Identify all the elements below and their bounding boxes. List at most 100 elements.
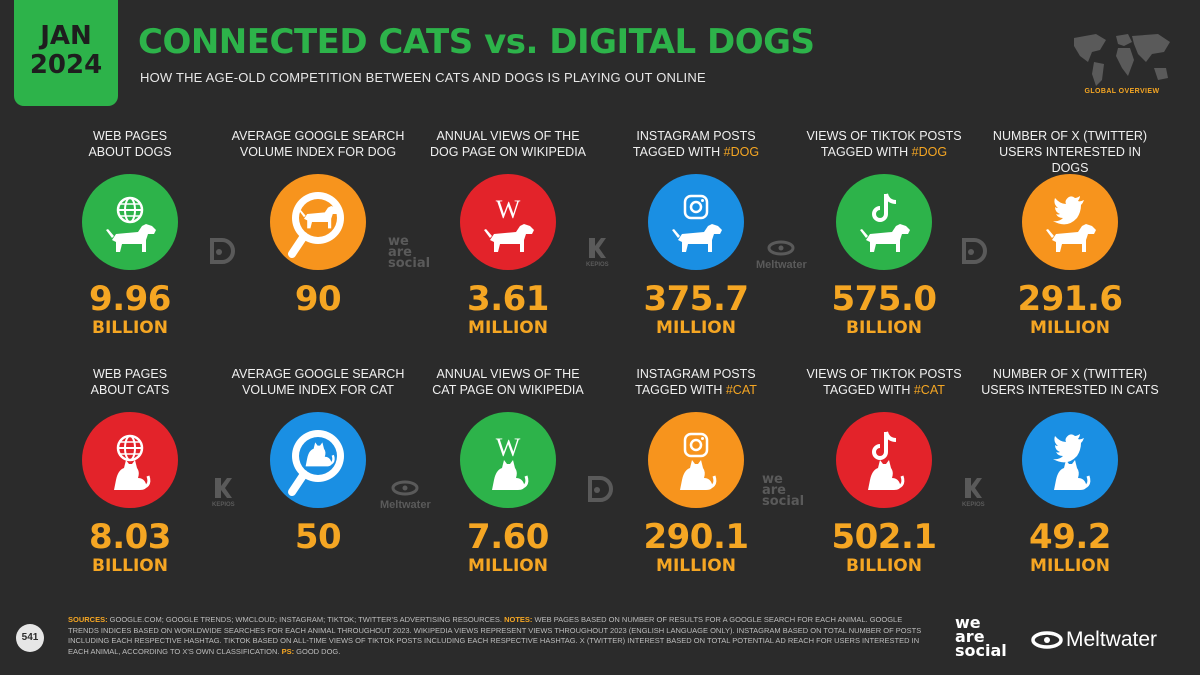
tiktok-cat-icon bbox=[868, 431, 905, 490]
stat-icon-circle bbox=[648, 174, 744, 270]
stat-unit: BILLION bbox=[92, 556, 168, 576]
dog-stat-card: WEB PAGES ABOUT DOGS 9.96 BILLION bbox=[40, 128, 220, 338]
magnifier-cat-icon bbox=[288, 430, 344, 496]
cat-stat-card: INSTAGRAM POSTS TAGGED WITH #CAT 290.1 MILL… bbox=[606, 366, 786, 576]
kepios-icon bbox=[965, 478, 983, 498]
stat-icon-circle bbox=[82, 412, 178, 508]
stat-label-text: TAGGED WITH bbox=[635, 383, 726, 397]
stat-label-line1: ANNUAL VIEWS OF THE bbox=[436, 129, 580, 143]
twitter-cat-icon bbox=[1053, 434, 1091, 490]
stat-label-text: VOLUME INDEX FOR CAT bbox=[242, 383, 394, 397]
page-title: CONNECTED CATS vs. DIGITAL DOGS bbox=[138, 22, 815, 62]
date-badge: JAN 2024 bbox=[14, 0, 118, 106]
badge-year: 2024 bbox=[29, 50, 103, 80]
stat-icon-circle bbox=[1022, 174, 1118, 270]
stat-hashtag: #CAT bbox=[913, 383, 945, 397]
meltwater-watermark: Meltwater bbox=[756, 240, 807, 271]
wikipedia-cat-icon: W bbox=[492, 433, 529, 490]
stat-label: INSTAGRAM POSTS TAGGED WITH #CAT bbox=[606, 366, 786, 400]
sources-text: GOOGLE.COM; GOOGLE TRENDS; WMCLOUD; INST… bbox=[107, 615, 505, 624]
stat-label-line2: TAGGED WITH #DOG bbox=[606, 144, 786, 160]
stat-label: ANNUAL VIEWS OF THE CAT PAGE ON WIKIPEDIA bbox=[418, 366, 598, 400]
stat-label: ANNUAL VIEWS OF THE DOG PAGE ON WIKIPEDIA bbox=[418, 128, 598, 162]
stat-unit: MILLION bbox=[468, 318, 548, 338]
stat-label: NUMBER OF X (TWITTER) USERS INTERESTED IN… bbox=[980, 366, 1160, 400]
cat-stat-card: VIEWS OF TIKTOK POSTS TAGGED WITH #CAT 502… bbox=[794, 366, 974, 576]
wm-are: are bbox=[762, 483, 787, 498]
stat-unit: BILLION bbox=[846, 318, 922, 338]
logo-are: are bbox=[955, 627, 985, 646]
stat-label-text: TAGGED WITH bbox=[823, 383, 914, 397]
stat-icon-circle bbox=[648, 412, 744, 508]
stat-label-line1: WEB PAGES bbox=[92, 367, 168, 381]
cat-stat-card: WEB PAGES ABOUT CATS 8.03 BILLION bbox=[40, 366, 220, 576]
stat-icon-circle: W bbox=[460, 174, 556, 270]
datareportal-watermark-icon bbox=[208, 236, 238, 271]
stat-label: WEB PAGES ABOUT DOGS bbox=[40, 128, 220, 162]
meltwater-icon bbox=[391, 480, 419, 496]
stat-label-line1: VIEWS OF TIKTOK POSTS bbox=[806, 129, 962, 143]
stat-label-line1: AVERAGE GOOGLE SEARCH bbox=[231, 367, 405, 381]
wm-kepios: KEPIOS bbox=[212, 502, 235, 508]
stat-label-line2: VOLUME INDEX FOR CAT bbox=[228, 382, 408, 398]
stat-label-text: TAGGED WITH bbox=[632, 145, 724, 159]
stat-icon-circle bbox=[836, 412, 932, 508]
wm-are: are bbox=[388, 245, 413, 260]
stat-unit: MILLION bbox=[656, 556, 736, 576]
kepios-watermark: KEPIOS bbox=[962, 476, 985, 508]
meltwater-watermark: Meltwater bbox=[380, 480, 431, 511]
stat-hashtag: #DOG bbox=[911, 145, 948, 159]
stat-value: 50 bbox=[294, 517, 342, 557]
wm-kepios: KEPIOS bbox=[962, 502, 985, 508]
stat-label-line2: USERS INTERESTED IN DOGS bbox=[980, 144, 1160, 176]
stat-value: 575.0 bbox=[831, 279, 937, 319]
ps-label: PS: bbox=[281, 646, 295, 656]
world-map-icon bbox=[1074, 34, 1170, 86]
sources-label: SOURCES: bbox=[68, 615, 108, 624]
stat-value: 49.2 bbox=[1029, 517, 1111, 557]
meltwater-logo: Meltwater bbox=[1030, 628, 1157, 652]
stat-icon-circle bbox=[836, 174, 932, 270]
kepios-icon bbox=[215, 478, 233, 498]
dog-stat-card: ANNUAL VIEWS OF THE DOG PAGE ON WIKIPEDIA… bbox=[418, 128, 598, 338]
stat-label-text: USERS INTERESTED IN CATS bbox=[981, 383, 1159, 397]
stat-label-line2: TAGGED WITH #CAT bbox=[606, 382, 786, 398]
dog-stat-card: AVERAGE GOOGLE SEARCH VOLUME INDEX FOR DO… bbox=[228, 128, 408, 318]
stat-value: 502.1 bbox=[831, 517, 937, 557]
instagram-cat-icon bbox=[680, 432, 717, 490]
stat-label-line1: WEB PAGES bbox=[92, 129, 168, 143]
stat-label-line2: VOLUME INDEX FOR DOG bbox=[228, 144, 408, 160]
meltwater-icon bbox=[767, 240, 795, 256]
logo-social: social bbox=[955, 641, 1007, 660]
stat-label-text: ABOUT CATS bbox=[90, 383, 170, 397]
we-are-social-watermark: we are social bbox=[388, 235, 430, 270]
meltwater-icon bbox=[1031, 631, 1063, 650]
notes-text: WEB PAGES BASED ON NUMBER OF RESULTS FOR… bbox=[68, 615, 922, 656]
stat-hashtag: #CAT bbox=[725, 383, 757, 397]
stat-label-text: USERS INTERESTED IN DOGS bbox=[999, 145, 1141, 175]
stat-label-line1: AVERAGE GOOGLE SEARCH bbox=[231, 129, 405, 143]
datareportal-watermark-icon bbox=[960, 236, 990, 271]
stat-label-line2: CAT PAGE ON WIKIPEDIA bbox=[418, 382, 598, 398]
stat-icon-circle: W bbox=[460, 412, 556, 508]
magnifier-dog-icon bbox=[288, 192, 344, 258]
cat-stat-card: NUMBER OF X (TWITTER) USERS INTERESTED IN… bbox=[980, 366, 1160, 576]
kepios-watermark: KEPIOS bbox=[586, 236, 609, 268]
datareportal-watermark-icon bbox=[586, 474, 616, 509]
wm-we: we bbox=[762, 472, 783, 487]
stat-label-line2: USERS INTERESTED IN CATS bbox=[980, 382, 1160, 398]
cat-stat-card: ANNUAL VIEWS OF THE CAT PAGE ON WIKIPEDIA… bbox=[418, 366, 598, 576]
wikipedia-dog-icon: W bbox=[484, 195, 534, 252]
page-number: 541 bbox=[16, 624, 44, 652]
kepios-watermark: KEPIOS bbox=[212, 476, 235, 508]
stat-unit: BILLION bbox=[846, 556, 922, 576]
we-are-social-watermark: we are social bbox=[762, 472, 804, 508]
stat-value: 375.7 bbox=[643, 279, 749, 319]
stat-unit: MILLION bbox=[468, 556, 548, 576]
stat-value: 9.96 bbox=[89, 279, 171, 319]
stat-label: WEB PAGES ABOUT CATS bbox=[40, 366, 220, 400]
stat-label: VIEWS OF TIKTOK POSTS TAGGED WITH #CAT bbox=[794, 366, 974, 400]
stat-label-line1: NUMBER OF X (TWITTER) bbox=[992, 129, 1148, 143]
stat-label-line1: INSTAGRAM POSTS bbox=[636, 129, 756, 143]
stat-unit: MILLION bbox=[1030, 318, 1110, 338]
